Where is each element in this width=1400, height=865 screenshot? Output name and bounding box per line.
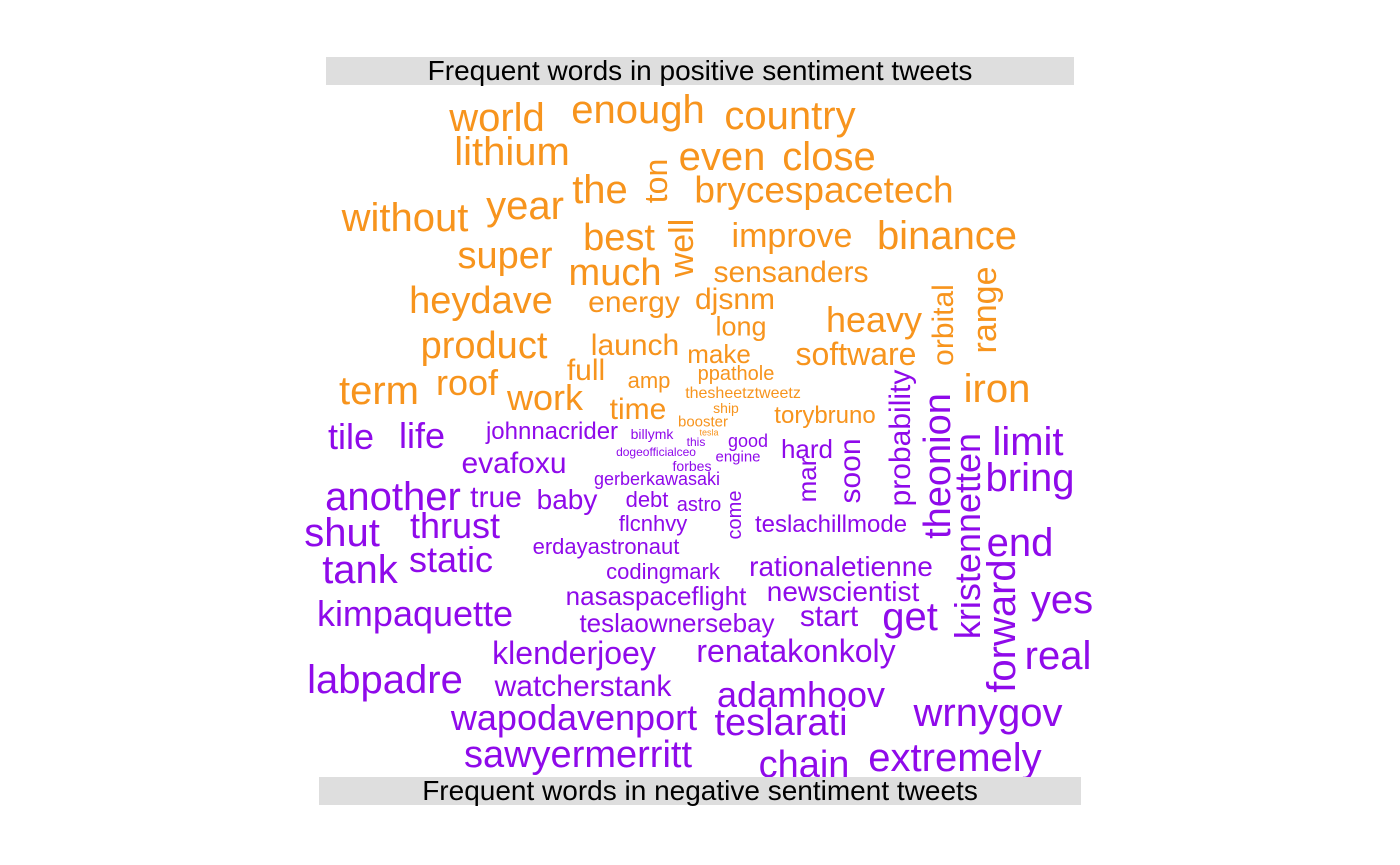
word-even: even: [678, 135, 766, 179]
word-engine: engine: [715, 448, 761, 466]
word-tesla: tesla: [699, 427, 719, 438]
word-baby: baby: [536, 484, 598, 515]
word-flcnhvy: flcnhvy: [618, 511, 688, 536]
word-come: come: [724, 490, 746, 540]
word-booster: booster: [677, 413, 729, 431]
word-heavy: heavy: [825, 299, 923, 340]
word-range: range: [966, 266, 1004, 354]
word-ton: ton: [638, 158, 674, 204]
word-thrust: thrust: [409, 505, 501, 546]
word-yes: yes: [1030, 578, 1094, 622]
word-another: another: [325, 475, 461, 519]
word-evafoxu: evafoxu: [461, 447, 567, 480]
word-energy: energy: [588, 286, 680, 319]
word-teslarati: teslarati: [714, 702, 848, 744]
word-life: life: [398, 415, 446, 456]
word-much: much: [568, 252, 662, 294]
word-without: without: [341, 196, 469, 240]
word-well: well: [663, 218, 701, 278]
word-product: product: [420, 325, 548, 367]
word-improve: improve: [731, 217, 853, 255]
word-nasaspaceflight: nasaspaceflight: [565, 581, 747, 611]
word-sawyermerritt: sawyermerritt: [463, 734, 693, 776]
word-best: best: [583, 217, 655, 259]
word-codingmark: codingmark: [606, 559, 720, 584]
word-true: true: [470, 481, 522, 514]
word-johnnacrider: johnnacrider: [485, 418, 619, 445]
word-tile: tile: [327, 416, 375, 457]
word-billymk: billymk: [630, 426, 674, 442]
word-close: close: [782, 135, 876, 179]
word-iron: iron: [963, 367, 1031, 411]
word-wapodavenport: wapodavenport: [450, 697, 698, 738]
word-amp: amp: [627, 368, 671, 393]
word-teslaownersebay: teslaownersebay: [579, 608, 775, 638]
word-labpadre: labpadre: [307, 658, 463, 702]
negative-panel-title: Frequent words in negative sentiment twe…: [319, 777, 1081, 805]
word-full: full: [566, 354, 606, 387]
word-extremely: extremely: [868, 736, 1042, 780]
word-limit: limit: [992, 420, 1064, 464]
word-roof: roof: [435, 362, 499, 403]
word-tank: tank: [322, 548, 398, 592]
word-time: time: [609, 393, 667, 426]
word-heydave: heydave: [409, 280, 553, 322]
word-bring: bring: [985, 456, 1075, 500]
word-static: static: [408, 539, 494, 580]
word-binance: binance: [876, 214, 1018, 258]
word-start: start: [799, 600, 859, 633]
word-end: end: [986, 521, 1054, 565]
word-the: the: [572, 168, 628, 212]
word-enough: enough: [571, 88, 705, 132]
word-forbes: forbes: [672, 458, 712, 474]
word-make: make: [687, 339, 751, 369]
word-brycespacetech: brycespacetech: [694, 169, 954, 211]
word-klenderjoey: klenderjoey: [492, 635, 656, 671]
positive-panel-title: Frequent words in positive sentiment twe…: [326, 57, 1074, 85]
word-ship: ship: [713, 400, 739, 416]
word-forward: forward: [980, 559, 1024, 693]
word-this: this: [686, 435, 706, 449]
word-software: software: [795, 336, 917, 372]
word-long: long: [715, 311, 767, 342]
word-debt: debt: [625, 487, 669, 512]
word-launch: launch: [590, 329, 680, 362]
word-hard: hard: [780, 434, 834, 464]
word-lithium: lithium: [454, 130, 570, 174]
word-mar: mar: [792, 457, 822, 503]
word-rationaletienne: rationaletienne: [749, 551, 933, 582]
word-good: good: [727, 431, 769, 451]
word-djsnm: djsnm: [694, 283, 776, 316]
word-adamhoov: adamhoov: [716, 674, 886, 715]
word-super: super: [457, 235, 553, 277]
word-ppathole: ppathole: [697, 363, 775, 385]
word-work: work: [506, 377, 584, 418]
word-gerberkawasaki: gerberkawasaki: [593, 469, 721, 489]
word-year: year: [486, 184, 564, 228]
word-teslachillmode: teslachillmode: [754, 511, 908, 538]
word-torybruno: torybruno: [774, 402, 876, 429]
word-probability: probability: [884, 369, 917, 507]
word-kimpaquette: kimpaquette: [316, 593, 514, 634]
word-get: get: [882, 595, 938, 639]
word-wrnygov: wrnygov: [913, 691, 1063, 735]
word-thesheetztweetz: thesheetztweetz: [685, 385, 801, 402]
word-watcherstank: watcherstank: [494, 670, 672, 703]
word-dogeofficialceo: dogeofficialceo: [616, 445, 696, 459]
word-orbital: orbital: [927, 284, 960, 366]
word-astro: astro: [676, 494, 722, 516]
word-country: country: [724, 94, 856, 138]
word-soon: soon: [834, 438, 867, 504]
word-renatakonkoly: renatakonkoly: [696, 633, 896, 669]
word-real: real: [1024, 634, 1092, 678]
word-erdayastronaut: erdayastronaut: [532, 534, 680, 559]
word-world: world: [449, 96, 545, 140]
word-newscientist: newscientist: [766, 576, 920, 607]
word-shut: shut: [304, 511, 380, 555]
word-term: term: [339, 369, 419, 413]
word-sensanders: sensanders: [713, 256, 869, 289]
